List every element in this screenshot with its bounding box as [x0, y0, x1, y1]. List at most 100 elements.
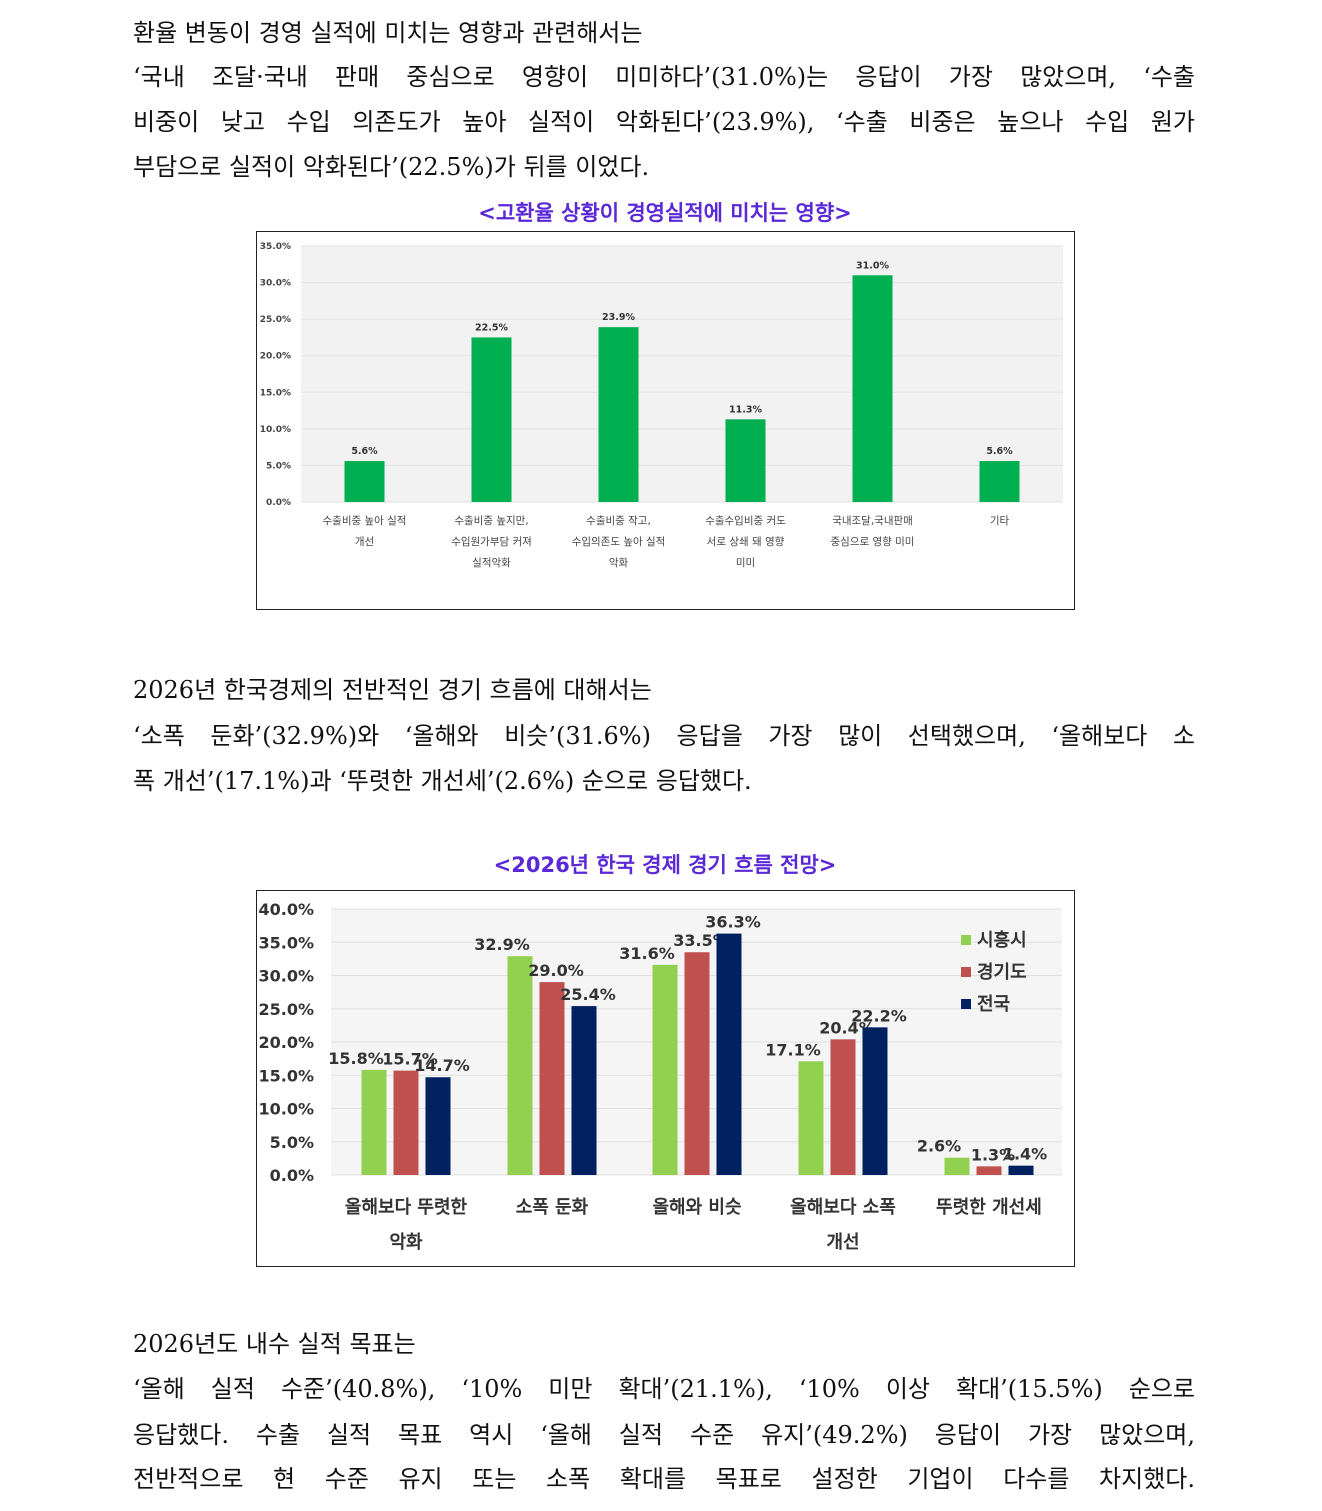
text-line: 2026년 한국경제의 전반적인 경기 흐름에 대해서는	[133, 676, 652, 704]
y-tick-label: 10.0%	[260, 425, 291, 435]
data-label: 5.6%	[351, 446, 378, 457]
data-label: 15.8%	[328, 1049, 384, 1068]
y-tick-label: 25.0%	[260, 315, 291, 325]
y-tick-label: 30.0%	[260, 279, 291, 289]
data-label: 22.5%	[475, 322, 508, 333]
data-label: 1.3%	[971, 1145, 1015, 1164]
legend-swatch	[961, 935, 971, 945]
y-tick-label: 25.0%	[258, 1000, 314, 1019]
text-line: 폭 개선’(17.1%)과 ‘뚜렷한 개선세’(2.6%) 순으로 응답했다.	[133, 767, 752, 795]
data-label: 22.2%	[851, 1006, 907, 1025]
chart-1-svg: 0.0% 5.0% 10.0% 15.0% 20.0% 25.0% 30.0% 35.0% 5.…	[260, 242, 1063, 569]
x-tick-label: 개선	[355, 536, 374, 548]
x-tick-label: 수출비중 높아 실적	[323, 515, 407, 527]
x-tick-label: 올해와 비슷	[652, 1197, 741, 1218]
bar-시흥시	[798, 1061, 824, 1175]
data-label: 11.3%	[729, 404, 762, 415]
text-line: 비중이 낮고 수입 의존도가 높아 실적이 악화된다’(23.9%), ‘수출 …	[133, 108, 1195, 136]
x-tick-label: 수입원가부담 커져	[451, 535, 532, 548]
y-tick-label: 35.0%	[258, 933, 314, 952]
data-label: 5.6%	[986, 446, 1013, 457]
text-line: ‘올해 실적 수준’(40.8%), ‘10% 미만 확대’(21.1%), ‘…	[133, 1375, 1195, 1403]
chart-1: 0.0% 5.0% 10.0% 15.0% 20.0% 25.0% 30.0% 35.0% 5.…	[256, 231, 1075, 610]
legend-swatch	[961, 967, 971, 977]
bar	[344, 461, 385, 502]
x-tick-label: 기타	[990, 515, 1010, 527]
bar-시흥시	[507, 956, 533, 1175]
x-tick-label: 수출비중 작고,	[586, 515, 651, 527]
bar-전국	[571, 1006, 597, 1175]
y-tick-label: 5.0%	[266, 461, 291, 471]
bar	[471, 337, 512, 502]
data-label: 1.4%	[1003, 1145, 1047, 1164]
text-line: 환율 변동이 경영 실적에 미치는 영향과 관련해서는	[133, 19, 643, 47]
x-tick-label: 수출수입비중 커도	[705, 514, 786, 527]
y-tick-label: 0.0%	[270, 1166, 314, 1185]
data-label: 15.7%	[382, 1050, 438, 1069]
chart-2: 0.0% 5.0% 10.0% 15.0% 20.0% 25.0% 30.0% 35.0% 40…	[256, 890, 1075, 1267]
data-label: 31.6%	[619, 944, 675, 963]
data-label: 2.6%	[917, 1137, 961, 1156]
y-tick-label: 10.0%	[258, 1100, 314, 1119]
data-label: 32.9%	[474, 935, 530, 954]
x-tick-label: 소폭 둔화	[516, 1197, 589, 1218]
x-tick-label: 올해보다 뚜렷한	[345, 1197, 468, 1218]
y-tick-label: 35.0%	[260, 242, 291, 252]
x-tick-label: 중심으로 영향 미미	[831, 536, 915, 548]
x-tick-label: 수입의존도 높아 실적	[572, 535, 666, 548]
bar	[598, 327, 639, 502]
text-line: ‘소폭 둔화’(32.9%)와 ‘올해와 비슷’(31.6%) 응답을 가장 많…	[133, 722, 1195, 750]
y-tick-label: 15.0%	[258, 1066, 314, 1085]
y-tick-label: 5.0%	[270, 1133, 314, 1152]
x-tick-label: 미미	[736, 557, 755, 569]
bar-경기도	[976, 1166, 1002, 1175]
data-label: 31.0%	[856, 260, 889, 271]
legend-label: 전국	[977, 994, 1010, 1015]
bar-시흥시	[944, 1157, 970, 1175]
bar-경기도	[393, 1070, 419, 1175]
bar-전국	[716, 933, 742, 1175]
x-tick-label: 실적악화	[472, 557, 511, 569]
data-label: 17.1%	[765, 1040, 821, 1059]
chart-2-svg: 0.0% 5.0% 10.0% 15.0% 20.0% 25.0% 30.0% 35.0% 40…	[258, 900, 1062, 1253]
text-line: 부담으로 실적이 악화된다’(22.5%)가 뒤를 이었다.	[133, 153, 650, 181]
x-tick-label: 뚜렷한 개선세	[936, 1197, 1042, 1218]
bar-전국	[862, 1027, 888, 1175]
text-line: ‘국내 조달·국내 판매 중심으로 영향이 미미하다’(31.0%)는 응답이 …	[133, 63, 1195, 91]
bar	[979, 461, 1020, 502]
plot-area	[301, 246, 1063, 502]
y-tick-label: 0.0%	[266, 498, 291, 508]
bar-전국	[425, 1077, 451, 1175]
y-tick-label: 20.0%	[258, 1033, 314, 1052]
chart-2-caption: <2026년 한국 경제 경기 흐름 전망>	[493, 853, 837, 877]
chart-1-caption: <고환율 상황이 경영실적에 미치는 영향>	[478, 201, 852, 225]
bar-시흥시	[361, 1069, 387, 1175]
x-tick-label: 국내조달,국내판매	[832, 515, 913, 527]
data-label: 36.3%	[705, 913, 761, 932]
y-tick-label: 20.0%	[260, 352, 291, 362]
bar	[725, 419, 766, 502]
text-line: 전반적으로 현 수준 유지 또는 소폭 확대를 목표로 설정한 기업이 다수를 …	[133, 1465, 1195, 1493]
bar-경기도	[539, 982, 565, 1175]
data-label: 14.7%	[414, 1056, 470, 1075]
text-line: 응답했다. 수출 실적 목표 역시 ‘올해 실적 수준 유지’(49.2%) 응…	[133, 1421, 1195, 1449]
bar-시흥시	[652, 964, 678, 1175]
data-label: 25.4%	[560, 985, 616, 1004]
bar	[852, 275, 893, 502]
data-label: 33.5%	[673, 931, 729, 950]
legend-label: 시흥시	[977, 929, 1027, 951]
y-tick-label: 30.0%	[258, 967, 314, 986]
x-tick-label: 올해보다 소폭	[790, 1197, 896, 1218]
x-tick-label: 악화	[609, 557, 629, 569]
x-tick-label: 개선	[826, 1232, 859, 1253]
data-label: 29.0%	[528, 961, 584, 980]
y-tick-label: 40.0%	[258, 900, 314, 919]
x-tick-label: 서로 상쇄 돼 영향	[707, 536, 785, 548]
data-label: 23.9%	[602, 312, 635, 323]
y-tick-label: 15.0%	[260, 388, 291, 398]
bar-경기도	[684, 952, 710, 1175]
bar-경기도	[830, 1039, 856, 1175]
x-tick-label: 수출비중 높지만,	[454, 515, 528, 527]
text-line: 2026년도 내수 실적 목표는	[133, 1330, 416, 1358]
bar-전국	[1008, 1165, 1034, 1175]
